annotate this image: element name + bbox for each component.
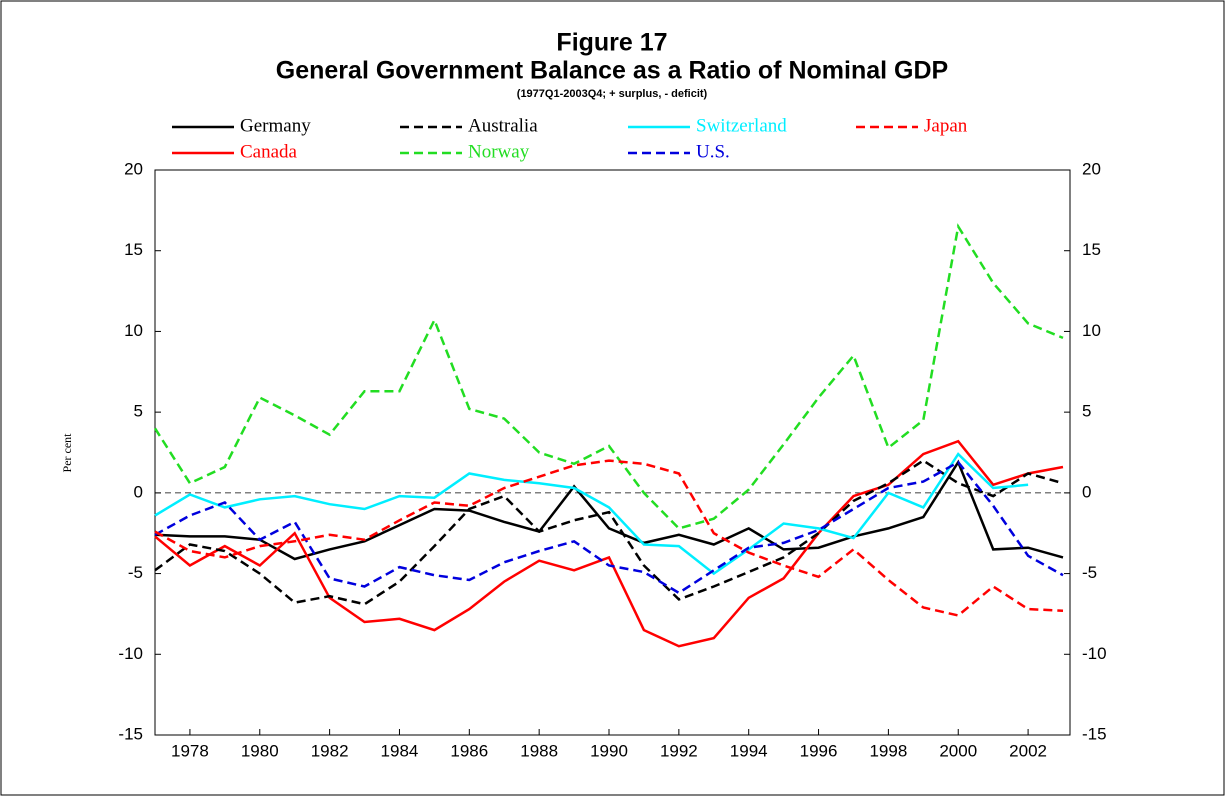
x-tick-label: 1984 — [381, 741, 419, 760]
x-tick-label: 1982 — [311, 741, 349, 760]
legend-label: Norway — [468, 141, 530, 162]
legend-label: Canada — [240, 141, 298, 162]
series-line — [154, 439, 1064, 648]
legend-label: U.S. — [696, 141, 730, 162]
y-tick-label: -10 — [118, 644, 143, 663]
x-tick-label: 2002 — [1009, 741, 1047, 760]
x-tick-label: 1992 — [660, 741, 698, 760]
x-tick-label: 1996 — [800, 741, 838, 760]
y-tick-label: -5 — [128, 563, 143, 582]
legend-label: Switzerland — [696, 115, 787, 136]
plot-frame — [154, 169, 1071, 736]
x-tick-label: 1998 — [869, 741, 907, 760]
y-tick-label: 15 — [124, 240, 143, 259]
y2-tick-label: 10 — [1082, 321, 1101, 340]
y-tick-label: 5 — [134, 402, 143, 421]
series-line — [153, 223, 1064, 530]
legend-label: Japan — [924, 115, 968, 136]
chart-title: Figure 17 — [556, 29, 667, 57]
chart-note: (1977Q1-2003Q4; + surplus, - deficit) — [517, 88, 708, 100]
x-tick-label: 1988 — [520, 741, 558, 760]
y-tick-label: 0 — [134, 482, 143, 501]
legend-label: Germany — [240, 115, 311, 136]
series-line — [154, 460, 1064, 595]
y-tick-label: 10 — [124, 321, 143, 340]
series-line — [154, 452, 1029, 576]
series-line — [154, 459, 1064, 617]
series-line — [154, 459, 1064, 606]
y-tick-label: 20 — [124, 159, 143, 178]
y2-tick-label: -15 — [1082, 724, 1107, 743]
x-tick-label: 1994 — [730, 741, 768, 760]
legend-label: Australia — [468, 115, 538, 136]
x-tick-label: 1980 — [241, 741, 279, 760]
chart-subtitle: General Government Balance as a Ratio of… — [276, 57, 948, 85]
y2-tick-label: 20 — [1082, 159, 1101, 178]
y2-tick-label: -5 — [1082, 563, 1097, 582]
y2-tick-label: 15 — [1082, 240, 1101, 259]
y2-tick-label: 0 — [1082, 482, 1091, 501]
y-axis-label: Per cent — [60, 433, 74, 473]
y-tick-label: -15 — [118, 724, 143, 743]
x-tick-label: 2000 — [939, 741, 977, 760]
y2-tick-label: -10 — [1082, 644, 1107, 663]
x-tick-label: 1986 — [450, 741, 488, 760]
y2-tick-label: 5 — [1082, 402, 1091, 421]
x-tick-label: 1990 — [590, 741, 628, 760]
x-tick-label: 1978 — [171, 741, 209, 760]
